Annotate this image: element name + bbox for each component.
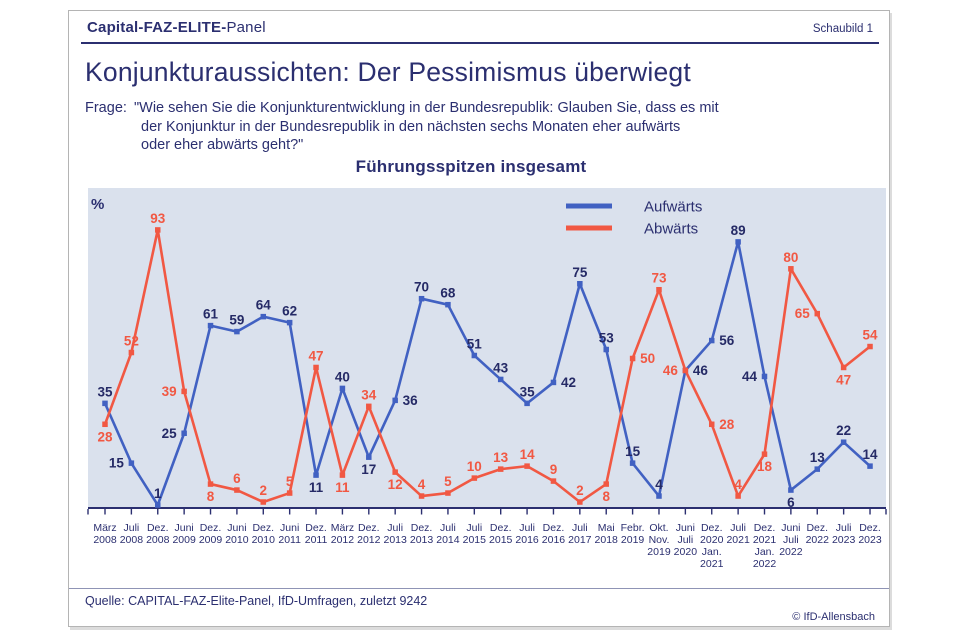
panel-brand: Capital-FAZ-ELITE-Panel [87,19,266,36]
question-line-1: Frage: "Wie sehen Sie die Konjunkturentwi… [85,99,719,118]
slide-frame: Capital-FAZ-ELITE-Panel Schaubild 1 Konj… [68,10,890,627]
footer-rule [69,588,889,589]
question-text-2: der Konjunktur in der Bundesrepublik in … [141,118,681,135]
question-prefix: Frage: [85,100,127,116]
copyright-note: © IfD-Allensbach [792,611,875,623]
survey-question: Frage: "Wie sehen Sie die Konjunkturentwi… [85,99,719,155]
schaubild-number: Schaubild 1 [812,23,873,35]
source-note: Quelle: CAPITAL-FAZ-Elite-Panel, IfD-Umf… [85,594,428,608]
header-rule [81,42,879,44]
question-text-1: "Wie sehen Sie die Konjunkturentwicklung… [134,100,719,116]
panel-brand-bold: Capital-FAZ-ELITE- [87,19,227,36]
chart-title: Führungsspitzen insgesamt [355,157,587,176]
page-title: Konjunkturaussichten: Der Pessimismus üb… [85,57,691,87]
question-text-3: oder eher abwärts geht?" [141,137,304,153]
panel-brand-regular: Panel [226,19,266,36]
